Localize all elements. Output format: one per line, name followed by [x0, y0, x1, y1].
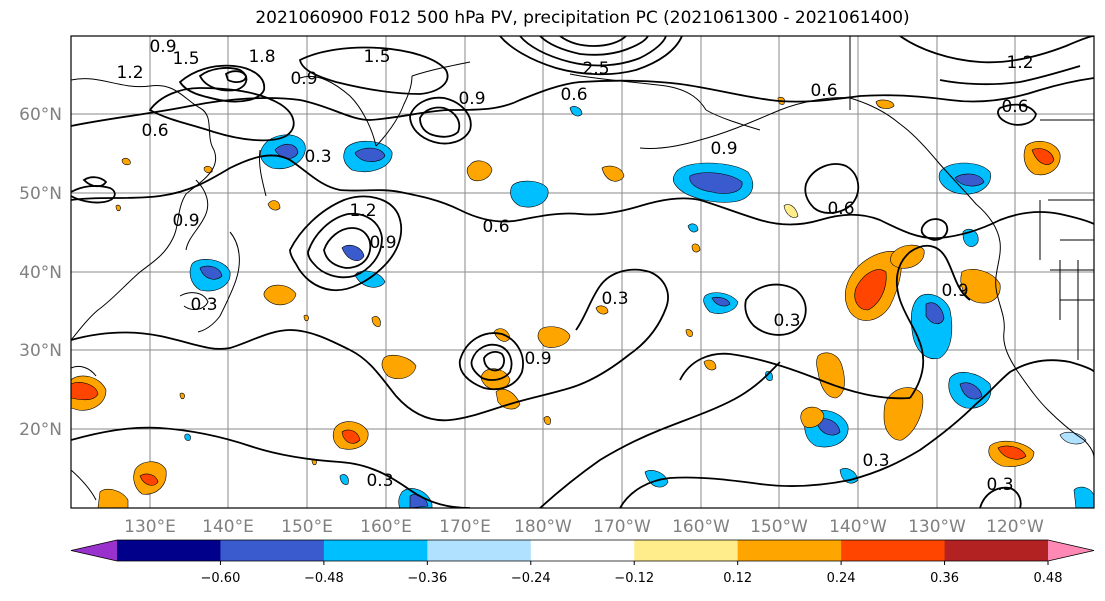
- pv-contours: [71, 36, 1094, 508]
- contour-label: 1.2: [116, 63, 143, 83]
- colorbar-segment: [117, 540, 221, 561]
- colorbar-tick-label: 0.36: [930, 571, 959, 586]
- colorbar-tick-label: −0.48: [304, 571, 344, 586]
- contour-label: 1.2: [1006, 53, 1033, 73]
- lon-label: 130°E: [124, 517, 176, 537]
- lon-label: 160°E: [360, 517, 412, 537]
- colorbar-outline: [70, 539, 1095, 562]
- lat-label: 40°N: [19, 263, 62, 283]
- colorbar-extend-high: [1048, 540, 1094, 561]
- lon-label: 170°E: [439, 517, 491, 537]
- colorbar-tick-label: −0.60: [201, 571, 241, 586]
- colorbar-tick-label: −0.12: [614, 571, 654, 586]
- contour-label: 0.6: [560, 85, 587, 105]
- contour-label: 0.9: [172, 211, 199, 231]
- precip-shading: [71, 96, 1094, 508]
- lat-label: 50°N: [19, 184, 62, 204]
- contour-label: 0.3: [366, 471, 393, 491]
- colorbar-tick-label: 0.12: [723, 571, 752, 586]
- contour-label: 0.9: [369, 233, 396, 253]
- contour-label: 0.3: [773, 311, 800, 331]
- colorbar-segment: [737, 540, 842, 561]
- lon-label: 120°W: [986, 517, 1044, 537]
- colorbar: −0.60 −0.48 −0.36 −0.24 −0.12 0.12 0.24 0.36 0.4…: [70, 539, 1095, 586]
- contour-label: 1.5: [172, 49, 199, 69]
- contour-label: 0.9: [524, 349, 551, 369]
- colorbar-segment: [841, 540, 946, 561]
- contour-label: 1.8: [248, 47, 275, 67]
- contour-label: 0.3: [190, 295, 217, 315]
- colorbar-tick-label: 0.48: [1034, 571, 1063, 586]
- lon-label: 150°W: [750, 517, 808, 537]
- contour-label: 0.3: [986, 475, 1013, 495]
- contour-label: 0.6: [141, 121, 168, 141]
- contour-label: 0.6: [827, 199, 854, 219]
- contour-label-layer: 0.9 1.5 1.2 1.8 1.5 0.9 0.6 0.6 0.3 0.9 …: [116, 37, 1033, 495]
- map-title: 2021060900 F012 500 hPa PV, precipitatio…: [255, 8, 910, 28]
- colorbar-tick-label: −0.36: [407, 571, 447, 586]
- colorbar-segment: [634, 540, 739, 561]
- colorbar-extend-low: [71, 540, 117, 561]
- contour-label: 0.9: [149, 37, 176, 57]
- contour-label: 0.3: [601, 289, 628, 309]
- contour-label: 1.2: [349, 201, 376, 221]
- lon-label: 170°W: [593, 517, 651, 537]
- lat-label: 60°N: [19, 105, 62, 125]
- contour-label: 0.3: [862, 451, 889, 471]
- lon-label: 140°E: [202, 517, 254, 537]
- contour-label: 0.6: [1001, 97, 1028, 117]
- colorbar-tick-label: −0.24: [511, 571, 551, 586]
- contour-label: 0.9: [941, 281, 968, 301]
- contour-label: 0.6: [482, 217, 509, 237]
- colorbar-segment: [944, 540, 1049, 561]
- colorbar-tick-label: 0.24: [827, 571, 856, 586]
- colorbar-segment: [323, 540, 428, 561]
- contour-label: 2.5: [582, 59, 609, 79]
- contour-label: 0.3: [304, 147, 331, 167]
- contour-label: 0.9: [458, 89, 485, 109]
- contour-label: 0.9: [290, 69, 317, 89]
- lon-label: 140°W: [829, 517, 887, 537]
- lat-label: 20°N: [19, 420, 62, 440]
- colorbar-segment: [530, 540, 635, 561]
- contour-label: 1.5: [363, 47, 390, 67]
- lon-label: 160°W: [672, 517, 730, 537]
- lat-label: 30°N: [19, 341, 62, 361]
- contour-label: 0.9: [710, 139, 737, 159]
- lon-label: 150°E: [281, 517, 333, 537]
- lon-label: 180°W: [514, 517, 572, 537]
- lon-axis: 130°E 140°E 150°E 160°E 170°E 180°W 170°…: [124, 517, 1044, 537]
- colorbar-segment: [427, 540, 532, 561]
- colorbar-segment: [220, 540, 325, 561]
- lat-axis: 60°N 50°N 40°N 30°N 20°N: [19, 105, 62, 440]
- lon-label: 130°W: [908, 517, 966, 537]
- contour-label: 0.6: [810, 81, 837, 101]
